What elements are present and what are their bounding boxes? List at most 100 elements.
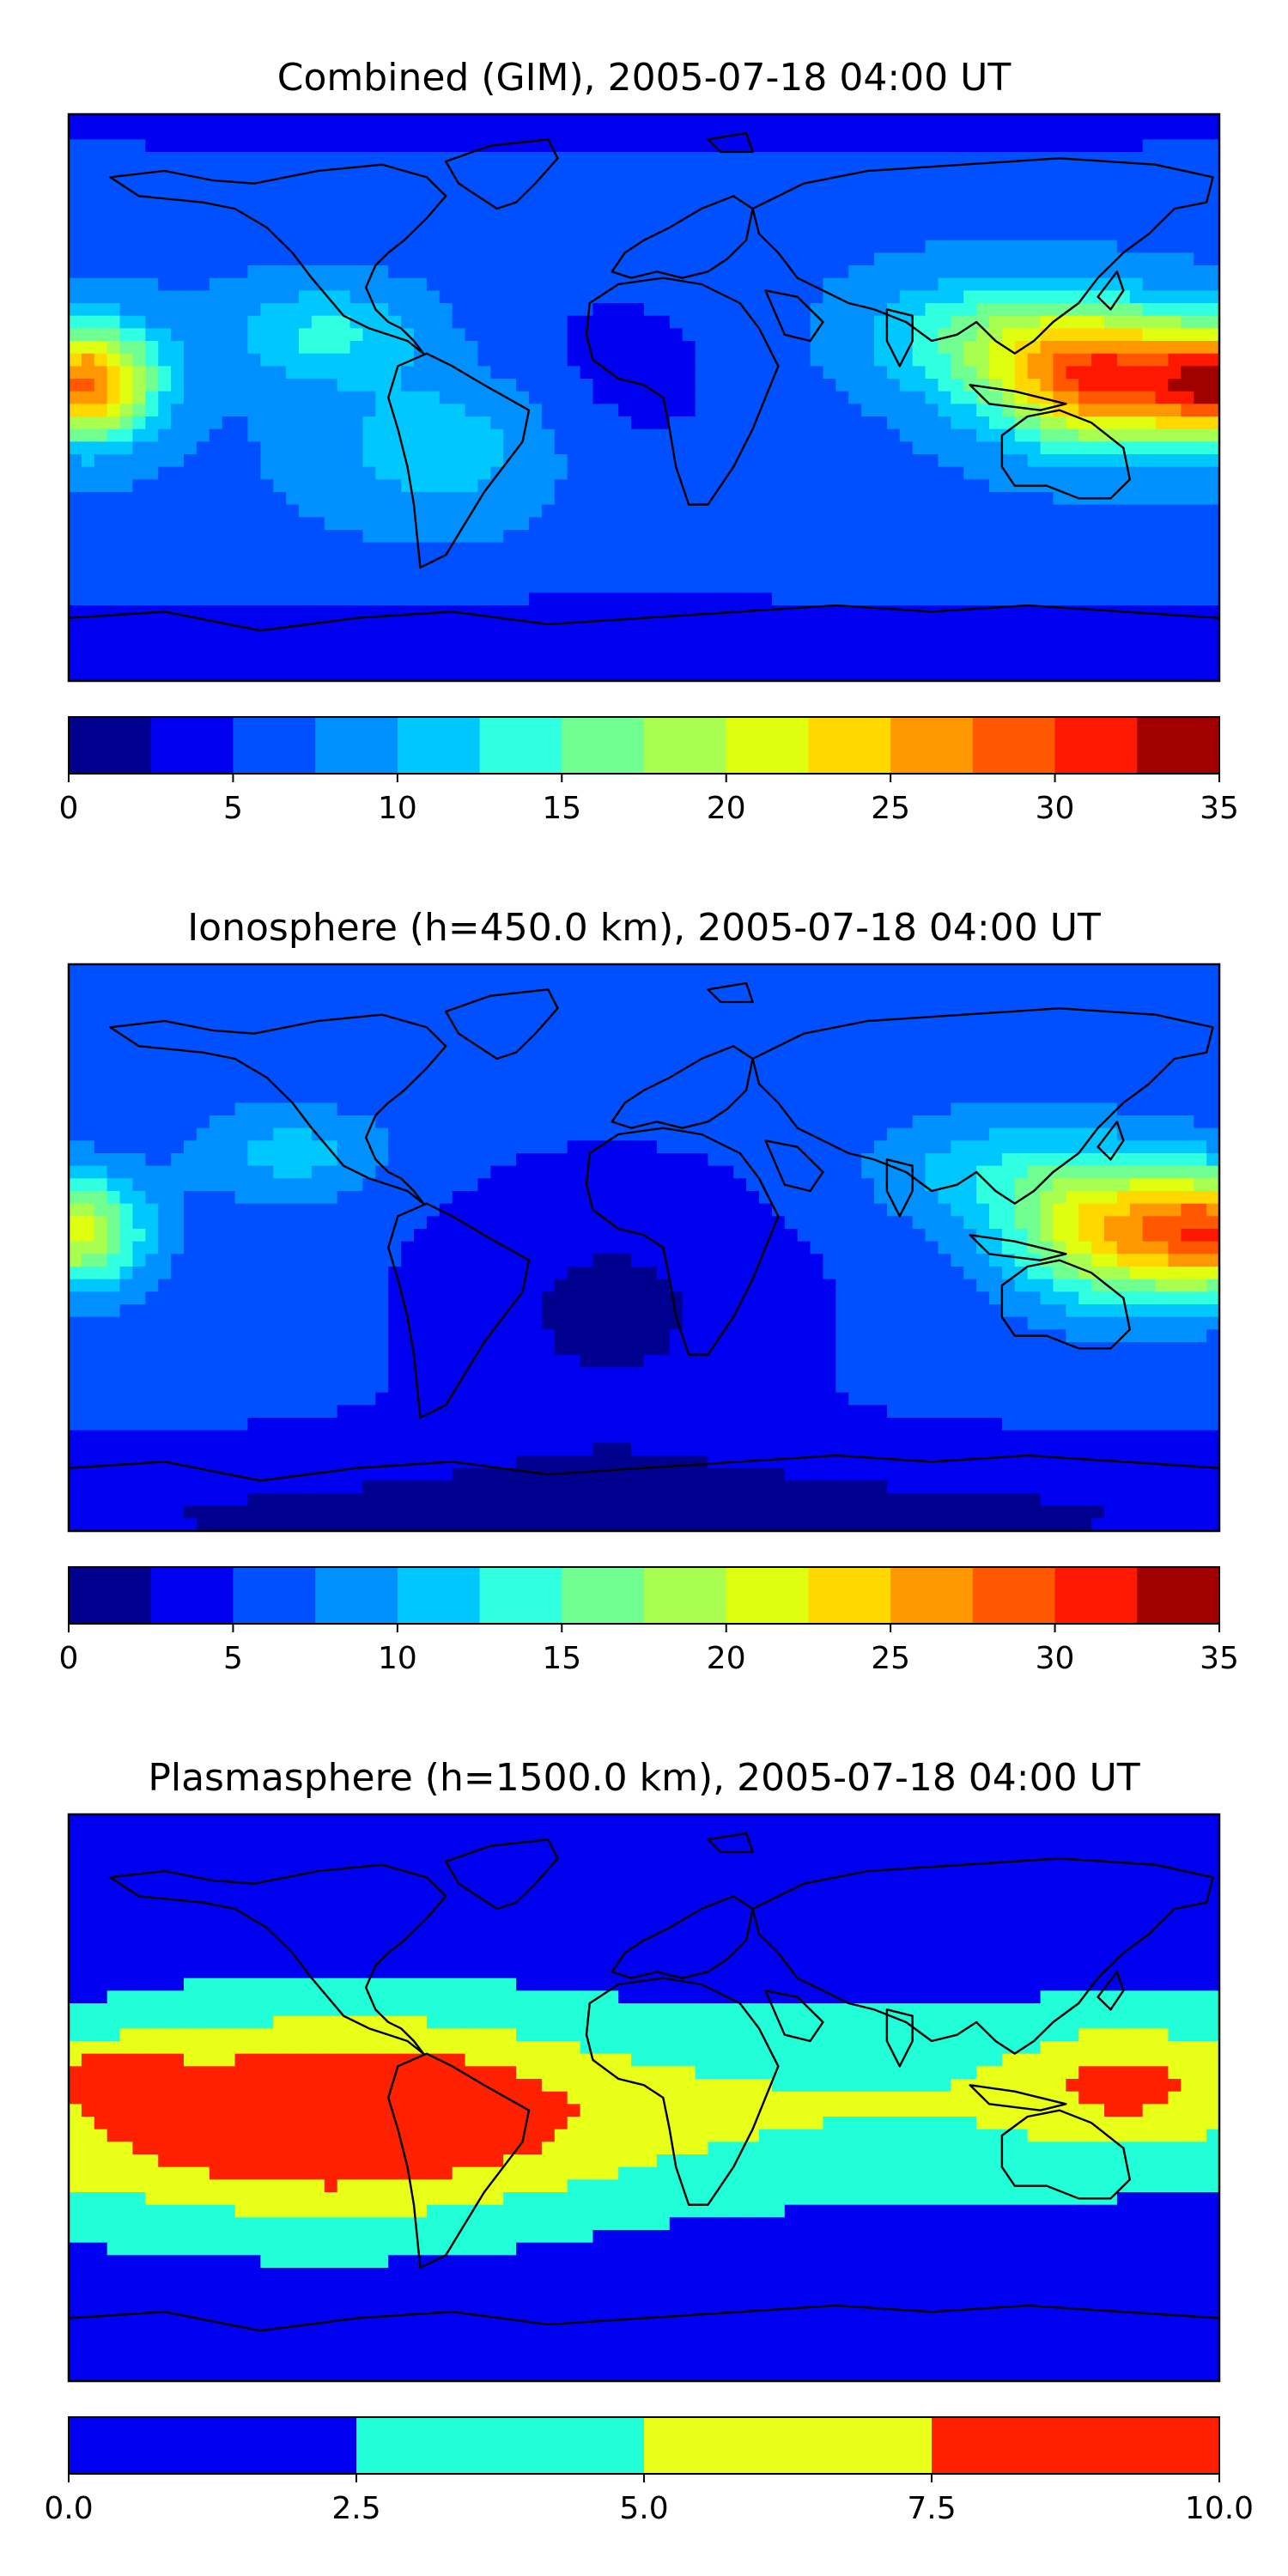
contour-cell [1066,353,1079,367]
contour-cell [337,391,351,404]
contour-cell [886,517,901,531]
contour-cell [720,580,734,593]
contour-cell [388,454,402,468]
contour-cell [605,989,619,1003]
contour-cell [349,441,364,455]
contour-cell [797,976,811,990]
contour-cell [94,976,108,990]
contour-cell [899,379,914,392]
contour-cell [1040,202,1054,216]
contour-cell [1168,126,1182,140]
contour-cell [669,668,683,682]
contour-cell [951,617,964,631]
contour-cell [1168,366,1182,380]
contour-cell [797,466,811,480]
contour-cell [171,655,185,669]
contour-cell [848,328,862,342]
contour-cell [886,492,901,506]
contour-cell [708,353,721,367]
contour-cell [567,126,581,140]
contour-cell [349,353,364,367]
contour-cell [554,989,568,1003]
contour-cell [925,466,939,480]
contour-cell [835,964,849,978]
contour-cell [644,580,658,593]
contour-cell [644,655,658,669]
contour-cell [184,215,197,228]
contour-cell [784,555,799,568]
contour-cell [695,353,709,367]
contour-cell [516,341,530,355]
contour-cell [337,1078,351,1091]
contour-cell [1078,152,1092,166]
contour-cell [234,454,249,468]
contour-cell [465,605,479,619]
contour-cell [69,353,82,367]
contour-cell [465,555,479,568]
contour-cell [477,555,491,568]
contour-cell [234,517,249,531]
contour-cell [1066,504,1079,518]
contour-cell [580,504,594,518]
contour-cell [106,265,121,279]
contour-cell [835,391,849,404]
contour-cell [1014,655,1029,669]
contour-cell [720,1065,734,1078]
contour-cell [324,1065,338,1078]
contour-cell [388,416,402,430]
contour-cell [912,126,927,140]
contour-cell [465,202,479,216]
contour-cell [989,126,1003,140]
contour-cell [886,379,901,392]
contour-cell [145,479,159,493]
contour-cell [260,454,274,468]
contour-cell [708,177,721,191]
contour-cell [886,466,901,480]
contour-cell [1104,1052,1118,1066]
contour-cell [196,215,210,228]
contour-cell [886,580,901,593]
contour-cell [490,215,504,228]
contour-cell [1155,517,1170,531]
contour-cell [861,366,875,380]
contour-cell [69,655,82,669]
contour-cell [746,126,760,140]
contour-cell [337,617,351,631]
contour-cell [1206,404,1220,417]
contour-cell [1206,517,1220,531]
contour-cell [516,290,530,304]
contour-cell [516,114,530,128]
contour-cell [132,303,146,317]
contour-cell [682,164,696,178]
contour-cell [976,1002,990,1016]
contour-cell [145,328,159,342]
contour-fill [69,964,1220,1532]
contour-cell [1168,964,1182,978]
contour-cell [362,605,376,619]
contour-cell [69,391,82,404]
contour-cell [81,290,95,304]
contour-cell [554,617,568,631]
contour-cell [759,1002,773,1016]
contour-cell [1001,126,1016,140]
contour-cell [1181,530,1194,544]
contour-cell [682,964,696,978]
contour-cell [669,152,683,166]
contour-cell [184,454,197,468]
contour-cell [209,164,223,178]
contour-cell [912,228,927,241]
contour-cell [145,228,159,241]
contour-cell [695,416,709,430]
contour-cell [963,277,977,291]
contour-cell [708,126,721,140]
contour-cell [452,504,466,518]
contour-cell [1053,530,1066,544]
contour-cell [286,643,300,657]
contour-cell [669,964,683,978]
contour-cell [1104,555,1118,568]
contour-cell [541,328,556,342]
contour-cell [938,240,951,253]
contour-cell [656,542,671,556]
contour-cell [1104,542,1118,556]
contour-cell [247,353,261,367]
